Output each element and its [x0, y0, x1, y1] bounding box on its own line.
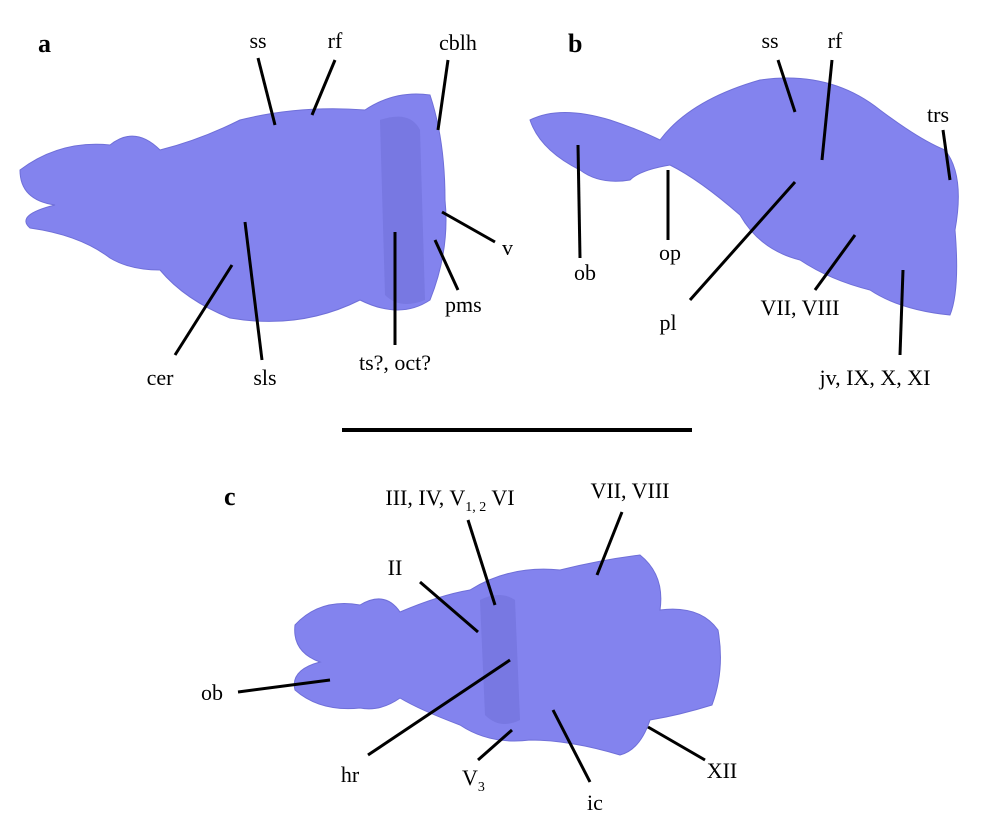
shading: [480, 595, 520, 724]
label: ss: [761, 28, 778, 53]
label: XII: [707, 758, 738, 783]
label: ic: [587, 790, 603, 815]
label: ss: [249, 28, 266, 53]
label: ts?, oct?: [359, 350, 431, 375]
label: V3: [462, 765, 485, 795]
shading: [380, 117, 425, 304]
panel-b: b ss rf trs ob op pl VII, VIII jv, IX, X…: [530, 28, 958, 390]
label: op: [659, 240, 681, 265]
label: v: [502, 235, 513, 260]
label-part: VI: [486, 485, 514, 510]
label: ob: [574, 260, 596, 285]
label: VII, VIII: [590, 478, 669, 503]
label-part: III, IV, V: [385, 485, 465, 510]
label: III, IV, V1, 2 VI: [385, 485, 514, 515]
label: pms: [445, 292, 482, 317]
label-part: 1, 2: [465, 500, 486, 515]
panel-a: a ss rf cblh v pms ts?, oct? sls cer: [20, 28, 513, 390]
label-part: 3: [478, 780, 485, 795]
label: rf: [828, 28, 843, 53]
label: rf: [328, 28, 343, 53]
panel-letter: b: [568, 29, 582, 58]
label: trs: [927, 102, 949, 127]
label: sls: [253, 365, 276, 390]
panel-letter: c: [224, 482, 236, 511]
panel-c: c III, IV, V1, 2 VI VII, VIII II ob hr V…: [201, 478, 737, 815]
label: hr: [341, 762, 360, 787]
figure: a ss rf cblh v pms ts?, oct? sls cer b s…: [0, 0, 984, 832]
label-part: V: [462, 765, 478, 790]
label: jv, IX, X, XI: [819, 365, 931, 390]
label: cblh: [439, 30, 477, 55]
label: VII, VIII: [760, 295, 839, 320]
label: pl: [659, 310, 676, 335]
label: cer: [147, 365, 175, 390]
label: ob: [201, 680, 223, 705]
label: II: [388, 555, 403, 580]
panel-letter: a: [38, 29, 51, 58]
